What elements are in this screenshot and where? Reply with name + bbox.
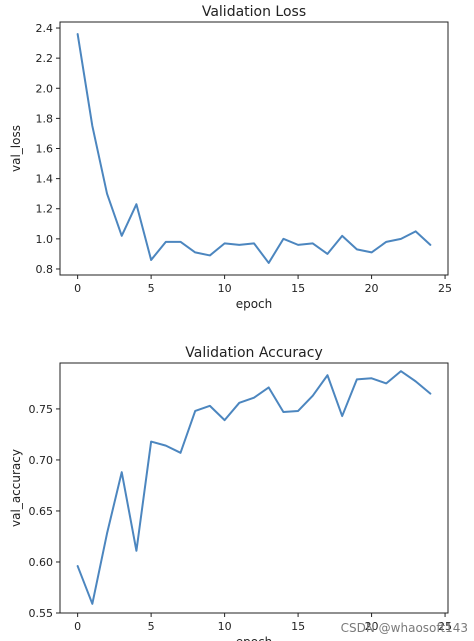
- y-tick-label: 0.55: [29, 607, 54, 620]
- validation-accuracy-chart: Validation Accuracy 0 5 10 15 20 25 0.55 0.60 0.6…: [9, 345, 452, 641]
- data-point: [385, 241, 387, 243]
- x-tick-label: 0: [74, 620, 81, 633]
- data-point: [150, 441, 152, 443]
- y-tick-label: 1.0: [36, 233, 54, 246]
- data-point: [209, 405, 211, 407]
- y-tick-label: 2.0: [36, 82, 54, 95]
- data-point: [165, 445, 167, 447]
- data-point: [282, 411, 284, 413]
- chart-title: Validation Loss: [202, 4, 306, 20]
- y-axis-label: val_accuracy: [9, 449, 23, 527]
- series-line: [76, 370, 432, 605]
- data-point: [106, 532, 108, 534]
- x-tick-label: 20: [365, 620, 379, 633]
- watermark: CSDN @whaosoft143: [341, 621, 468, 635]
- plot-frame: [59, 362, 449, 614]
- data-point: [77, 565, 79, 567]
- data-point: [415, 380, 417, 382]
- x-tick-label: 10: [218, 620, 232, 633]
- data-point: [150, 259, 152, 261]
- data-point: [224, 419, 226, 421]
- data-point: [180, 241, 182, 243]
- x-tick-label: 15: [291, 282, 305, 295]
- x-axis-label: epoch: [236, 635, 273, 641]
- y-tick-label: 1.4: [36, 173, 54, 186]
- y-tick-label: 0.70: [29, 454, 54, 467]
- data-point: [341, 415, 343, 417]
- y-tick-label: 2.4: [36, 22, 54, 35]
- data-point: [371, 251, 373, 253]
- data-point: [238, 402, 240, 404]
- plot-frame: [59, 21, 449, 276]
- data-point: [238, 244, 240, 246]
- data-point: [121, 471, 123, 473]
- data-point: [253, 242, 255, 244]
- data-point: [194, 410, 196, 412]
- y-tick-label: 1.8: [36, 112, 54, 125]
- data-point: [326, 253, 328, 255]
- data-point: [385, 382, 387, 384]
- data-point: [356, 248, 358, 250]
- series-line: [76, 33, 432, 264]
- data-point: [415, 230, 417, 232]
- data-point: [400, 370, 402, 372]
- data-point: [180, 452, 182, 454]
- data-point: [106, 193, 108, 195]
- data-point: [312, 395, 314, 397]
- data-point: [135, 203, 137, 205]
- data-point: [326, 374, 328, 376]
- x-tick-label: 10: [218, 282, 232, 295]
- data-point: [356, 378, 358, 380]
- chart-title: Validation Accuracy: [185, 345, 323, 361]
- data-point: [209, 254, 211, 256]
- data-point: [282, 238, 284, 240]
- data-point: [429, 393, 431, 395]
- data-point: [268, 262, 270, 264]
- x-tick-label: 20: [365, 282, 379, 295]
- data-point: [135, 550, 137, 552]
- x-tick-label: 15: [291, 620, 305, 633]
- y-tick-label: 0.60: [29, 556, 54, 569]
- data-point: [165, 241, 167, 243]
- y-tick-label: 0.8: [36, 263, 54, 276]
- validation-loss-chart: Validation Loss 0 5 10 15 20 25 0.8 1.0 1.2 1.4 1.6…: [9, 4, 452, 311]
- y-tick-label: 1.2: [36, 203, 54, 216]
- x-tick-label: 25: [438, 282, 452, 295]
- x-axis-label: epoch: [236, 297, 273, 311]
- data-point: [77, 33, 79, 35]
- data-point: [371, 377, 373, 379]
- x-tick-label: 0: [74, 282, 81, 295]
- y-axis-label: val_loss: [9, 125, 23, 172]
- data-point: [194, 251, 196, 253]
- data-point: [121, 235, 123, 237]
- y-tick-label: 0.75: [29, 403, 54, 416]
- data-point: [253, 397, 255, 399]
- data-point: [91, 125, 93, 127]
- y-tick-label: 0.65: [29, 505, 54, 518]
- y-tick-label: 2.2: [36, 52, 54, 65]
- data-point: [297, 410, 299, 412]
- y-tick-label: 1.6: [36, 143, 54, 156]
- data-point: [341, 235, 343, 237]
- data-point: [400, 238, 402, 240]
- x-tick-label: 25: [438, 620, 452, 633]
- data-point: [297, 244, 299, 246]
- data-point: [268, 386, 270, 388]
- data-point: [429, 244, 431, 246]
- x-tick-label: 5: [148, 620, 155, 633]
- data-point: [224, 242, 226, 244]
- x-tick-label: 5: [148, 282, 155, 295]
- data-point: [312, 242, 314, 244]
- data-point: [91, 603, 93, 605]
